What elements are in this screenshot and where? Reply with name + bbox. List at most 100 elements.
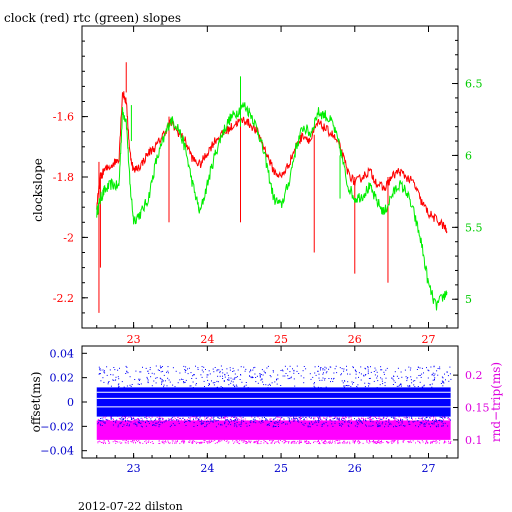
rnd-trip-point: [169, 418, 171, 420]
offset-point: [421, 422, 423, 424]
offset-point: [339, 424, 341, 426]
rnd-trip-point: [409, 441, 411, 443]
offset-point: [346, 365, 347, 367]
offset-point: [343, 370, 345, 372]
rnd-trip-point: [239, 416, 241, 418]
offset-point: [247, 387, 249, 389]
offset-point: [267, 365, 269, 367]
offset-point: [334, 420, 336, 422]
offset-point: [281, 422, 283, 424]
offset-point: [368, 378, 370, 379]
offset-point: [250, 377, 252, 379]
offset-point: [133, 418, 135, 419]
offset-point: [117, 424, 119, 426]
rnd-trip-point: [374, 442, 376, 443]
offset-point: [328, 378, 330, 379]
rnd-trip-point: [300, 441, 301, 443]
rnd-trip-point: [235, 440, 237, 442]
offset-point: [243, 386, 245, 388]
offset-point: [427, 377, 429, 379]
offset-point: [292, 368, 293, 370]
rnd-trip-point: [234, 416, 236, 418]
offset-point: [261, 417, 263, 419]
offset-point: [364, 382, 366, 384]
offset-point: [290, 377, 292, 379]
rnd-trip-point: [182, 439, 184, 441]
rnd-trip-point: [182, 417, 184, 419]
offset-point: [205, 421, 207, 423]
offset-point: [190, 372, 192, 374]
offset-point: [185, 425, 187, 426]
offset-point: [296, 370, 298, 372]
offset-point: [277, 423, 279, 425]
offset-point: [159, 424, 161, 426]
rnd-trip-point: [304, 440, 306, 442]
offset-point: [369, 416, 371, 418]
offset-point: [170, 424, 172, 426]
rnd-trip-point: [350, 418, 352, 420]
rnd-trip-point: [436, 441, 438, 443]
offset-point: [310, 378, 312, 380]
offset-point: [309, 426, 311, 428]
rnd-trip-point: [409, 417, 410, 419]
offset-point: [140, 417, 142, 419]
offset-point: [172, 367, 174, 369]
offset-point: [413, 384, 415, 386]
rnd-trip-point: [295, 418, 297, 420]
offset-point: [422, 420, 424, 422]
rnd-trip-point: [345, 419, 346, 421]
offset-point: [442, 417, 444, 419]
offset-point: [281, 369, 283, 371]
offset-point: [118, 386, 120, 388]
offset-point: [185, 366, 187, 368]
offset-point: [384, 382, 386, 384]
offset-point: [106, 419, 108, 421]
offset-point: [324, 366, 326, 368]
rnd-trip-point: [412, 440, 414, 442]
rnd-trip-point: [421, 419, 423, 421]
rnd-trip-point: [114, 440, 116, 442]
offset-point: [206, 425, 207, 427]
rnd-trip-point: [266, 442, 268, 444]
offset-point: [379, 384, 381, 386]
offset-point: [325, 386, 327, 388]
offset-point: [236, 422, 238, 423]
rnd-trip-point: [146, 442, 147, 444]
offset-point: [220, 365, 222, 367]
offset-point: [381, 418, 383, 420]
offset-point: [366, 425, 367, 427]
offset-point: [364, 367, 366, 369]
offset-point: [347, 373, 348, 375]
offset-point: [120, 422, 122, 424]
rnd-trip-point: [299, 442, 301, 444]
offset-point: [218, 369, 220, 371]
rnd-trip-point: [266, 442, 268, 444]
offset-point: [436, 426, 437, 428]
offset-point: [398, 425, 400, 427]
offset-point: [406, 419, 408, 421]
offset-point: [110, 418, 112, 420]
offset-point: [249, 375, 250, 377]
offset-point: [224, 373, 226, 375]
rnd-trip-point: [183, 442, 185, 444]
rnd-trip-point: [425, 442, 426, 444]
rnd-trip-point: [308, 441, 310, 443]
offset-point: [267, 424, 269, 425]
top-chart-title: clock (red) rtc (green) slopes: [4, 11, 181, 25]
rnd-trip-point: [169, 442, 171, 444]
rnd-trip-point: [172, 440, 174, 442]
offset-point: [412, 380, 414, 382]
offset-point: [432, 372, 434, 374]
offset-point: [103, 421, 105, 423]
offset-point: [393, 426, 394, 428]
rnd-trip-point: [419, 417, 421, 419]
top-y-tick-label: -1.6: [53, 111, 74, 124]
offset-point: [337, 418, 339, 420]
rnd-trip-point: [144, 441, 146, 443]
offset-point: [160, 421, 162, 423]
offset-point: [421, 373, 423, 375]
offset-point: [161, 379, 163, 381]
rnd-trip-point: [419, 442, 421, 444]
offset-point: [99, 368, 101, 369]
offset-point: [212, 368, 214, 370]
